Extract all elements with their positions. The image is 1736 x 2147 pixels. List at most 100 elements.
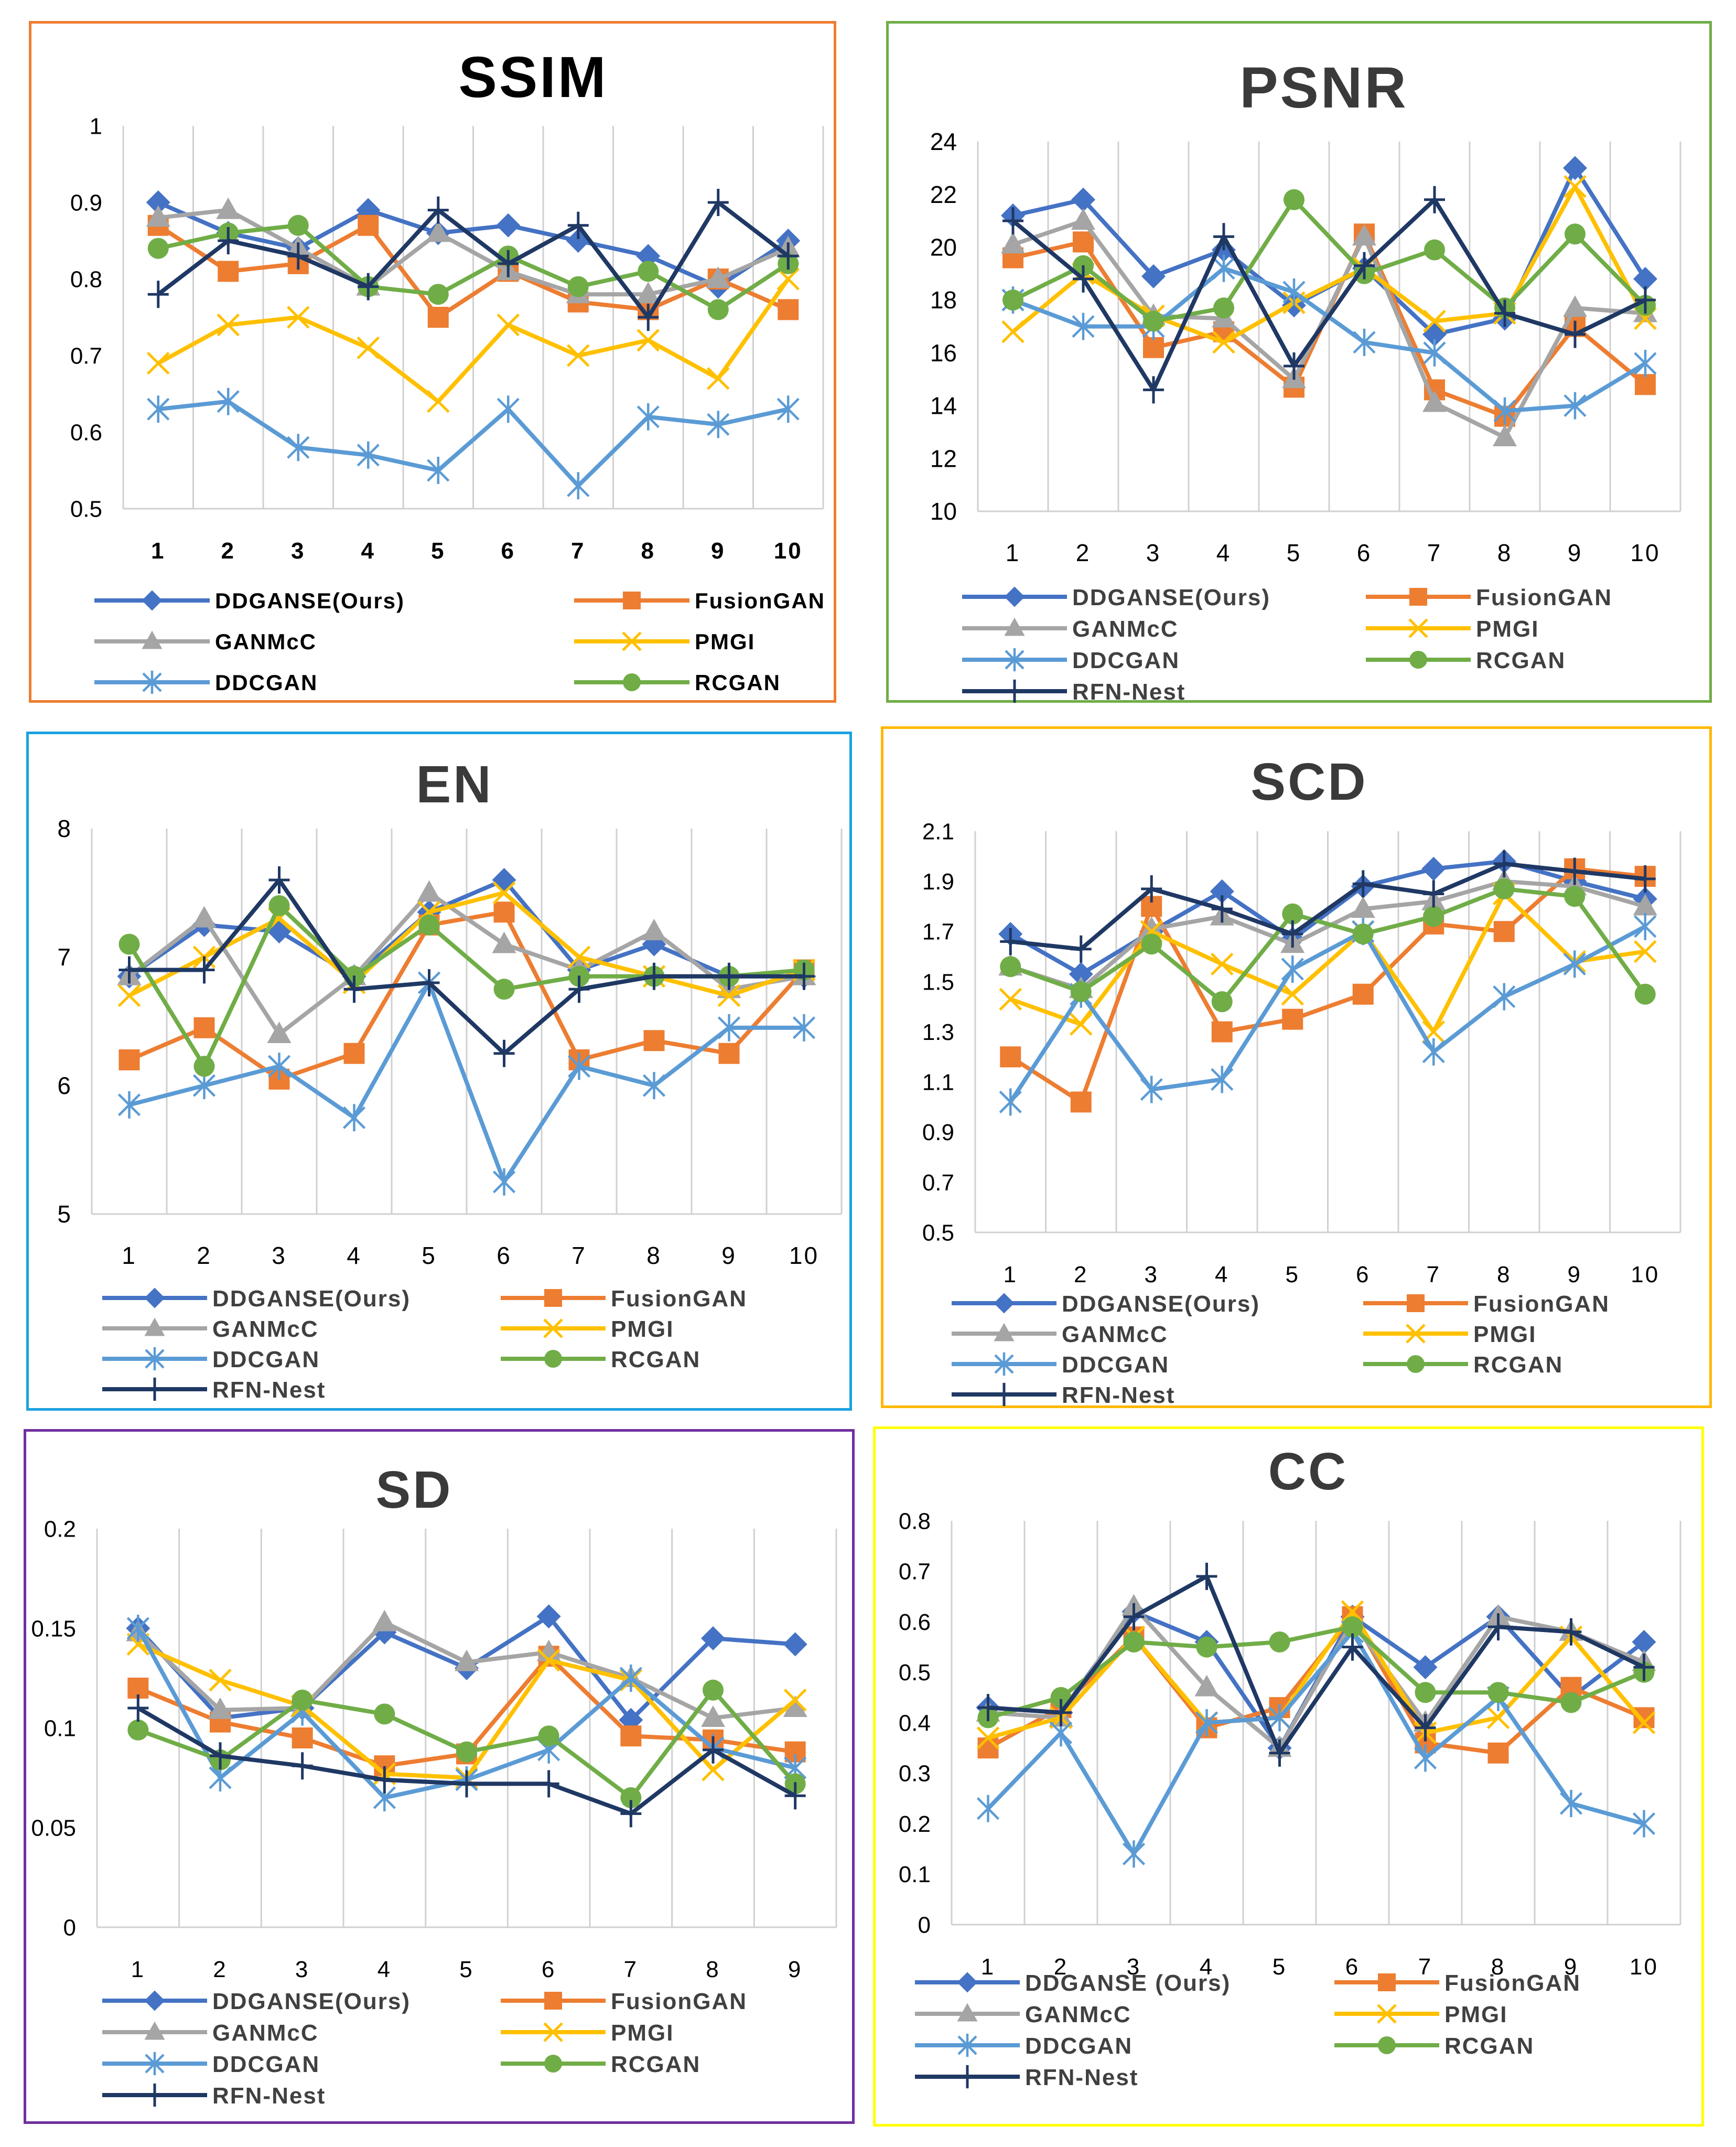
ssim-legend: DDGANSE(Ours) FusionGAN GANMcC PMGI DDCGAN RC… bbox=[94, 588, 825, 695]
data-point bbox=[287, 242, 309, 270]
legend-item: PMGI bbox=[1363, 1322, 1535, 1347]
data-point bbox=[1423, 880, 1444, 908]
data-point bbox=[1352, 870, 1374, 898]
data-point bbox=[1493, 850, 1515, 878]
data-point bbox=[1352, 924, 1374, 945]
legend-label: FusionGAN bbox=[695, 588, 825, 613]
data-point bbox=[357, 336, 380, 360]
series-line bbox=[128, 890, 805, 998]
legend-label: PMGI bbox=[1476, 616, 1539, 642]
y-tick-label: 16 bbox=[930, 339, 957, 367]
legend-marker bbox=[144, 2021, 165, 2040]
sd-legend: DDGANSE(Ours) FusionGAN GANMcC PMGI DDCGAN RC… bbox=[102, 1989, 746, 2109]
data-point bbox=[427, 284, 449, 305]
legend-marker bbox=[544, 1992, 562, 2010]
data-point bbox=[636, 244, 661, 269]
data-point bbox=[358, 214, 379, 236]
y-tick-label: 1.5 bbox=[922, 969, 954, 995]
legend-label: DDCGAN bbox=[212, 1347, 320, 1372]
data-point bbox=[456, 1770, 477, 1798]
y-tick-label: 0.2 bbox=[44, 1516, 76, 1542]
data-point bbox=[1002, 207, 1023, 235]
legend-label: PMGI bbox=[1444, 2002, 1507, 2027]
legend-item: PMGI bbox=[501, 1316, 673, 1342]
data-point bbox=[1196, 1636, 1217, 1658]
y-tick-label: 0.05 bbox=[31, 1815, 76, 1841]
data-point bbox=[1281, 955, 1304, 983]
legend-item: RCGAN bbox=[1363, 1352, 1562, 1378]
series-line bbox=[1009, 892, 1646, 1034]
legend-item: GANMcC bbox=[962, 616, 1178, 642]
data-point bbox=[267, 1053, 291, 1080]
x-tick-label: 4 bbox=[347, 1242, 362, 1269]
y-tick-label: 0.8 bbox=[70, 266, 102, 292]
data-point bbox=[117, 1091, 141, 1119]
data-point bbox=[1413, 1655, 1438, 1680]
legend-label: FusionGAN bbox=[1476, 585, 1612, 610]
psnr-gridlines bbox=[977, 142, 1681, 512]
data-point bbox=[1143, 376, 1164, 404]
legend-marker bbox=[142, 590, 163, 611]
y-tick-label: 0.8 bbox=[899, 1508, 931, 1534]
data-point bbox=[292, 1727, 313, 1748]
data-point bbox=[1071, 187, 1095, 212]
data-point bbox=[1423, 339, 1446, 367]
ssim-gridlines bbox=[122, 126, 824, 510]
data-point bbox=[638, 304, 659, 331]
data-point bbox=[1633, 1707, 1655, 1729]
series-line bbox=[157, 200, 790, 289]
x-tick-label: 5 bbox=[1273, 1954, 1287, 1980]
x-tick-label: 4 bbox=[1215, 1262, 1229, 1287]
legend-marker bbox=[145, 2052, 165, 2076]
data-point bbox=[1071, 208, 1095, 230]
data-point bbox=[1559, 1790, 1583, 1817]
data-point bbox=[268, 866, 290, 894]
data-point bbox=[620, 1800, 642, 1828]
data-point bbox=[977, 1694, 999, 1722]
y-tick-label: 2.1 bbox=[922, 819, 954, 844]
x-tick-label: 4 bbox=[1200, 1954, 1214, 1980]
x-tick-label: 1 bbox=[981, 1954, 995, 1980]
data-point bbox=[567, 1053, 591, 1080]
legend-label: FusionGAN bbox=[1473, 1291, 1610, 1317]
x-tick-label: 6 bbox=[497, 1242, 512, 1269]
legend-marker bbox=[957, 1972, 978, 1993]
series-line bbox=[129, 878, 804, 1056]
legend-item: PMGI bbox=[1366, 616, 1539, 642]
legend-marker bbox=[142, 630, 163, 649]
data-point bbox=[1487, 1742, 1509, 1764]
sd-series-rfn bbox=[127, 1694, 806, 1828]
x-tick-label: 8 bbox=[1497, 539, 1513, 566]
legend-item: PMGI bbox=[574, 629, 754, 654]
data-point bbox=[1564, 392, 1587, 420]
legend-marker bbox=[995, 1382, 1013, 1407]
data-point bbox=[1140, 1076, 1163, 1103]
x-tick-label: 7 bbox=[1427, 1262, 1441, 1287]
data-point bbox=[1565, 223, 1586, 245]
legend-item: RFN-Nest bbox=[102, 1377, 325, 1403]
data-point bbox=[1563, 295, 1587, 317]
data-point bbox=[538, 1725, 559, 1747]
x-tick-label: 7 bbox=[572, 1242, 587, 1269]
x-tick-label: 3 bbox=[291, 538, 305, 564]
data-point bbox=[358, 273, 379, 300]
data-point bbox=[536, 1604, 561, 1629]
psnr-chart-title: PSNR bbox=[1239, 56, 1408, 120]
data-point bbox=[620, 1725, 642, 1747]
legend-marker bbox=[144, 1287, 165, 1308]
en-chart-panel: EN 5 6 7 8 1 2 3 4 5 6 7 8 9 10 DDGANSE(Ours) FusionGAN G… bbox=[26, 732, 852, 1411]
data-point bbox=[642, 1072, 666, 1099]
legend-marker bbox=[622, 631, 642, 651]
data-point bbox=[292, 1752, 313, 1780]
ssim-series-rcgan bbox=[147, 214, 799, 320]
legend-label: RCGAN bbox=[611, 1347, 700, 1372]
y-tick-label: 5 bbox=[57, 1200, 71, 1228]
y-tick-label: 20 bbox=[930, 234, 957, 261]
legend-label: GANMcC bbox=[212, 2020, 319, 2046]
data-point bbox=[620, 1787, 642, 1808]
data-point bbox=[210, 1742, 231, 1770]
data-point bbox=[1141, 875, 1162, 903]
data-point bbox=[701, 1626, 725, 1650]
cc-series-ddcgan bbox=[976, 1618, 1656, 1868]
